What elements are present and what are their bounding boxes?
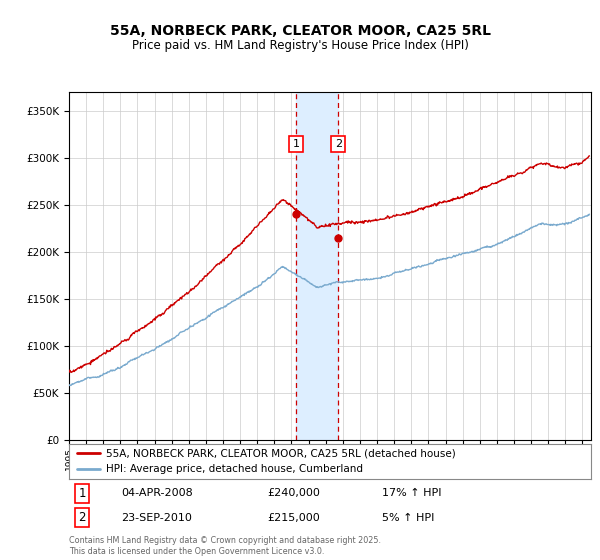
Text: Price paid vs. HM Land Registry's House Price Index (HPI): Price paid vs. HM Land Registry's House … xyxy=(131,39,469,52)
Text: £215,000: £215,000 xyxy=(268,513,320,523)
Text: 23-SEP-2010: 23-SEP-2010 xyxy=(121,513,192,523)
Text: 55A, NORBECK PARK, CLEATOR MOOR, CA25 5RL: 55A, NORBECK PARK, CLEATOR MOOR, CA25 5R… xyxy=(110,24,491,38)
Text: 1: 1 xyxy=(292,139,299,149)
Text: 5% ↑ HPI: 5% ↑ HPI xyxy=(382,513,434,523)
Text: 2: 2 xyxy=(78,511,86,524)
Text: HPI: Average price, detached house, Cumberland: HPI: Average price, detached house, Cumb… xyxy=(106,464,362,474)
Bar xyxy=(296,92,338,440)
Text: Contains HM Land Registry data © Crown copyright and database right 2025.
This d: Contains HM Land Registry data © Crown c… xyxy=(69,536,381,556)
Text: £240,000: £240,000 xyxy=(268,488,320,498)
Text: 1: 1 xyxy=(78,487,86,500)
Text: 17% ↑ HPI: 17% ↑ HPI xyxy=(382,488,442,498)
Text: 55A, NORBECK PARK, CLEATOR MOOR, CA25 5RL (detached house): 55A, NORBECK PARK, CLEATOR MOOR, CA25 5R… xyxy=(106,449,455,459)
Text: 2: 2 xyxy=(335,139,342,149)
Text: 04-APR-2008: 04-APR-2008 xyxy=(121,488,193,498)
